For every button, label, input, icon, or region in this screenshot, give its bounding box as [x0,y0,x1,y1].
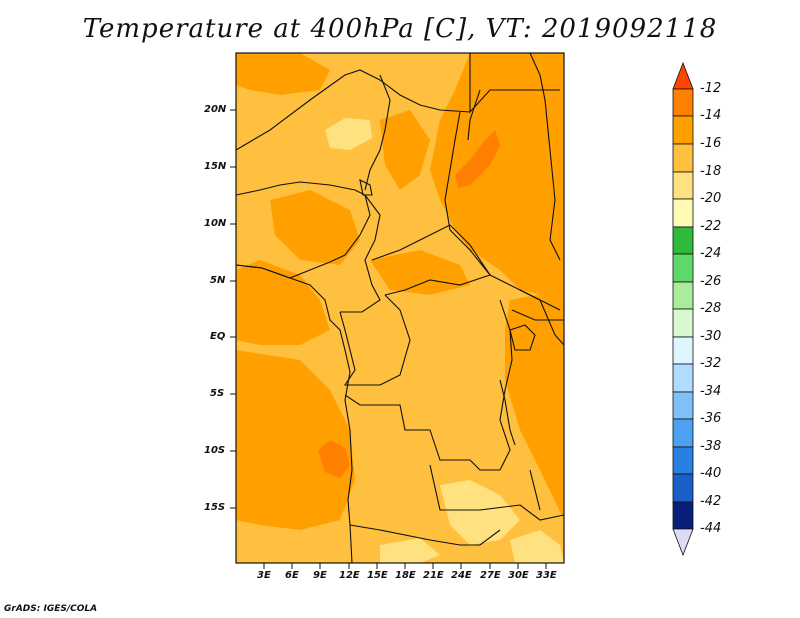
lake-chad [359,179,373,196]
colorbar-swatch-2 [672,143,694,173]
field-warm-southwest [236,350,355,530]
border-niger-algeria [236,69,471,151]
border-zambia [429,464,521,511]
colorbar-label-2: -16 [700,136,722,151]
lon-label-9E: 9E [313,570,327,581]
colorbar-swatch-15 [672,501,694,530]
lat-label-20N: 20N [204,104,227,115]
colorbar-swatch-0 [672,88,694,117]
border-chad-sudan [444,111,491,276]
lon-label-27E: 27E [480,570,501,581]
field-warm-central-west [270,190,360,265]
border-drc-angola [344,394,500,471]
colorbar-swatch-4 [672,198,694,228]
lon-label-18E: 18E [395,570,416,581]
lat-label-5S: 5S [210,388,225,399]
field-hot-angola [318,440,350,478]
lat-label-10S: 10S [204,445,226,456]
field-warm-central [370,250,470,295]
lake-tanganyika [499,379,516,446]
colorbar-label-5: -22 [700,219,722,234]
colorbar-swatch-14 [672,473,694,503]
colorbar-label-14: -40 [700,466,722,481]
colorbar-label-1: -14 [700,108,722,123]
border-tanzania [511,309,564,321]
border-car [371,224,491,296]
colorbar-swatch-1 [672,115,694,145]
colorbar-label-0: -12 [700,81,722,96]
colorbar-swatch-8 [672,308,694,338]
field-cool-southeast [510,530,564,563]
colorbar-label-4: -20 [700,191,722,206]
colorbar-swatch-9 [672,336,694,365]
colorbar-label-10: -32 [700,356,722,371]
colorbar-swatch-6 [672,253,694,283]
border-nigeria [236,181,371,279]
field-warm-west [236,260,330,345]
grads-credit: GrADS: IGES/COLA [4,604,98,614]
border-egypt-sudan [469,53,560,114]
colorbar [672,61,694,557]
colorbar-label-15: -42 [700,494,722,509]
colorbar-swatch-13 [672,446,694,475]
map-title: Temperature at 400hPa [C], VT: 201909211… [82,14,718,44]
lon-label-15E: 15E [367,570,388,581]
colorbar-swatch-3 [672,171,694,200]
field-cool-south2 [380,538,440,563]
lat-label-EQ: EQ [210,331,226,342]
lat-label-5N: 5N [210,275,226,286]
lon-label-33E: 33E [536,570,557,581]
border-cameroon [340,194,381,313]
coast-west-africa [236,264,353,563]
plot-frame [235,52,565,564]
lon-label-30E: 30E [508,570,529,581]
lake-malawi [529,469,541,511]
coast-red-sea [529,53,561,261]
lat-label-15S: 15S [204,502,226,513]
temperature-field [236,53,564,563]
field-warm-east [505,290,564,520]
lon-label-6E: 6E [285,570,299,581]
field-warm-north2 [380,110,430,190]
field-cool-libya [325,118,372,150]
colorbar-label-7: -26 [700,274,722,289]
border-angola-namibia [349,524,501,546]
lat-label-15N: 15N [204,161,227,172]
colorbar-swatch-12 [672,418,694,448]
colorbar-swatch-11 [672,391,694,420]
field-warm-north [236,53,330,95]
lat-ticks [230,109,236,509]
colorbar-swatch-10 [672,363,694,393]
lon-label-3E: 3E [257,570,271,581]
colorbar-label-13: -38 [700,439,722,454]
colorbar-label-12: -36 [700,411,722,426]
lake-victoria [509,324,536,351]
colorbar-label-16: -44 [700,521,722,536]
field-cool-south [440,480,520,545]
lon-label-12E: 12E [339,570,360,581]
border-congo [339,294,411,386]
colorbar-swatch-5 [672,226,694,255]
borders [236,53,564,563]
colorbar-label-9: -30 [700,329,722,344]
lon-label-21E: 21E [423,570,444,581]
lon-label-24E: 24E [451,570,472,581]
colorbar-label-11: -34 [700,384,722,399]
field-hot-sudan [455,130,500,188]
border-libya-chad [364,74,391,191]
lon-ticks [263,563,547,569]
river-nile [467,89,481,141]
colorbar-swatch-7 [672,281,694,310]
border-mozambique [519,504,564,521]
colorbar-top-arrow [672,61,694,90]
colorbar-label-3: -18 [700,164,722,179]
colorbar-bottom-arrow [672,528,694,557]
colorbar-label-6: -24 [700,246,722,261]
colorbar-label-8: -28 [700,301,722,316]
border-kenya [519,289,564,346]
lat-label-10N: 10N [204,218,227,229]
